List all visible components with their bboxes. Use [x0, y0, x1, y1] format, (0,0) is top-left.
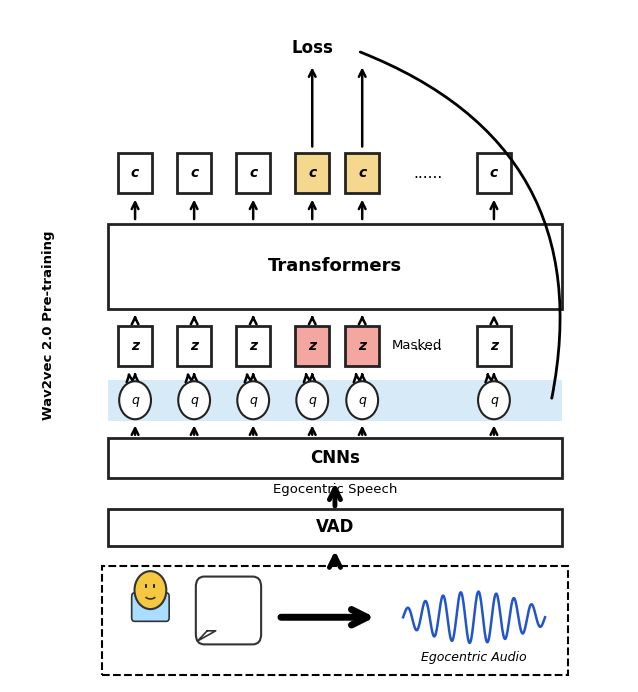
- Text: Wav2vec 2.0 Pre-training: Wav2vec 2.0 Pre-training: [41, 231, 55, 421]
- FancyBboxPatch shape: [236, 326, 271, 366]
- Text: z: z: [490, 339, 498, 353]
- FancyBboxPatch shape: [118, 153, 152, 193]
- Text: z: z: [249, 339, 257, 353]
- Circle shape: [119, 381, 151, 419]
- Text: q: q: [359, 394, 366, 407]
- FancyBboxPatch shape: [177, 153, 211, 193]
- FancyBboxPatch shape: [295, 326, 329, 366]
- Circle shape: [178, 381, 210, 419]
- FancyBboxPatch shape: [477, 326, 511, 366]
- Text: z: z: [190, 339, 198, 353]
- Text: c: c: [490, 166, 498, 180]
- Text: ......: ......: [413, 165, 443, 181]
- Text: c: c: [190, 166, 198, 180]
- FancyBboxPatch shape: [108, 437, 562, 478]
- Text: q: q: [131, 394, 139, 407]
- FancyBboxPatch shape: [108, 224, 562, 309]
- Text: q: q: [308, 394, 316, 407]
- Text: Transformers: Transformers: [268, 257, 402, 275]
- FancyBboxPatch shape: [295, 153, 329, 193]
- Circle shape: [135, 571, 167, 609]
- FancyBboxPatch shape: [118, 326, 152, 366]
- Text: c: c: [131, 166, 139, 180]
- Text: VAD: VAD: [316, 518, 354, 536]
- Circle shape: [237, 381, 269, 419]
- Circle shape: [296, 381, 328, 419]
- FancyBboxPatch shape: [177, 326, 211, 366]
- Polygon shape: [198, 631, 216, 641]
- FancyBboxPatch shape: [236, 153, 271, 193]
- Text: Egocentric Audio: Egocentric Audio: [421, 651, 527, 664]
- FancyBboxPatch shape: [102, 566, 568, 675]
- FancyArrowPatch shape: [360, 52, 560, 398]
- Text: q: q: [249, 394, 257, 407]
- Text: q: q: [490, 394, 498, 407]
- FancyBboxPatch shape: [345, 326, 379, 366]
- FancyBboxPatch shape: [108, 380, 562, 421]
- Text: z: z: [358, 339, 366, 353]
- Text: q: q: [190, 394, 198, 407]
- FancyBboxPatch shape: [345, 153, 379, 193]
- Text: z: z: [308, 339, 316, 353]
- Text: c: c: [308, 166, 316, 180]
- FancyBboxPatch shape: [131, 593, 169, 621]
- Text: Egocentric Speech: Egocentric Speech: [273, 483, 397, 496]
- Text: CNNs: CNNs: [310, 449, 360, 467]
- Circle shape: [478, 381, 510, 419]
- FancyBboxPatch shape: [108, 509, 562, 546]
- Text: c: c: [358, 166, 366, 180]
- Text: c: c: [249, 166, 257, 180]
- FancyBboxPatch shape: [196, 576, 261, 644]
- Text: Loss: Loss: [292, 39, 333, 57]
- FancyBboxPatch shape: [477, 153, 511, 193]
- Circle shape: [346, 381, 378, 419]
- Text: ......: ......: [413, 338, 443, 354]
- Text: z: z: [131, 339, 139, 353]
- Text: Masked: Masked: [392, 340, 442, 352]
